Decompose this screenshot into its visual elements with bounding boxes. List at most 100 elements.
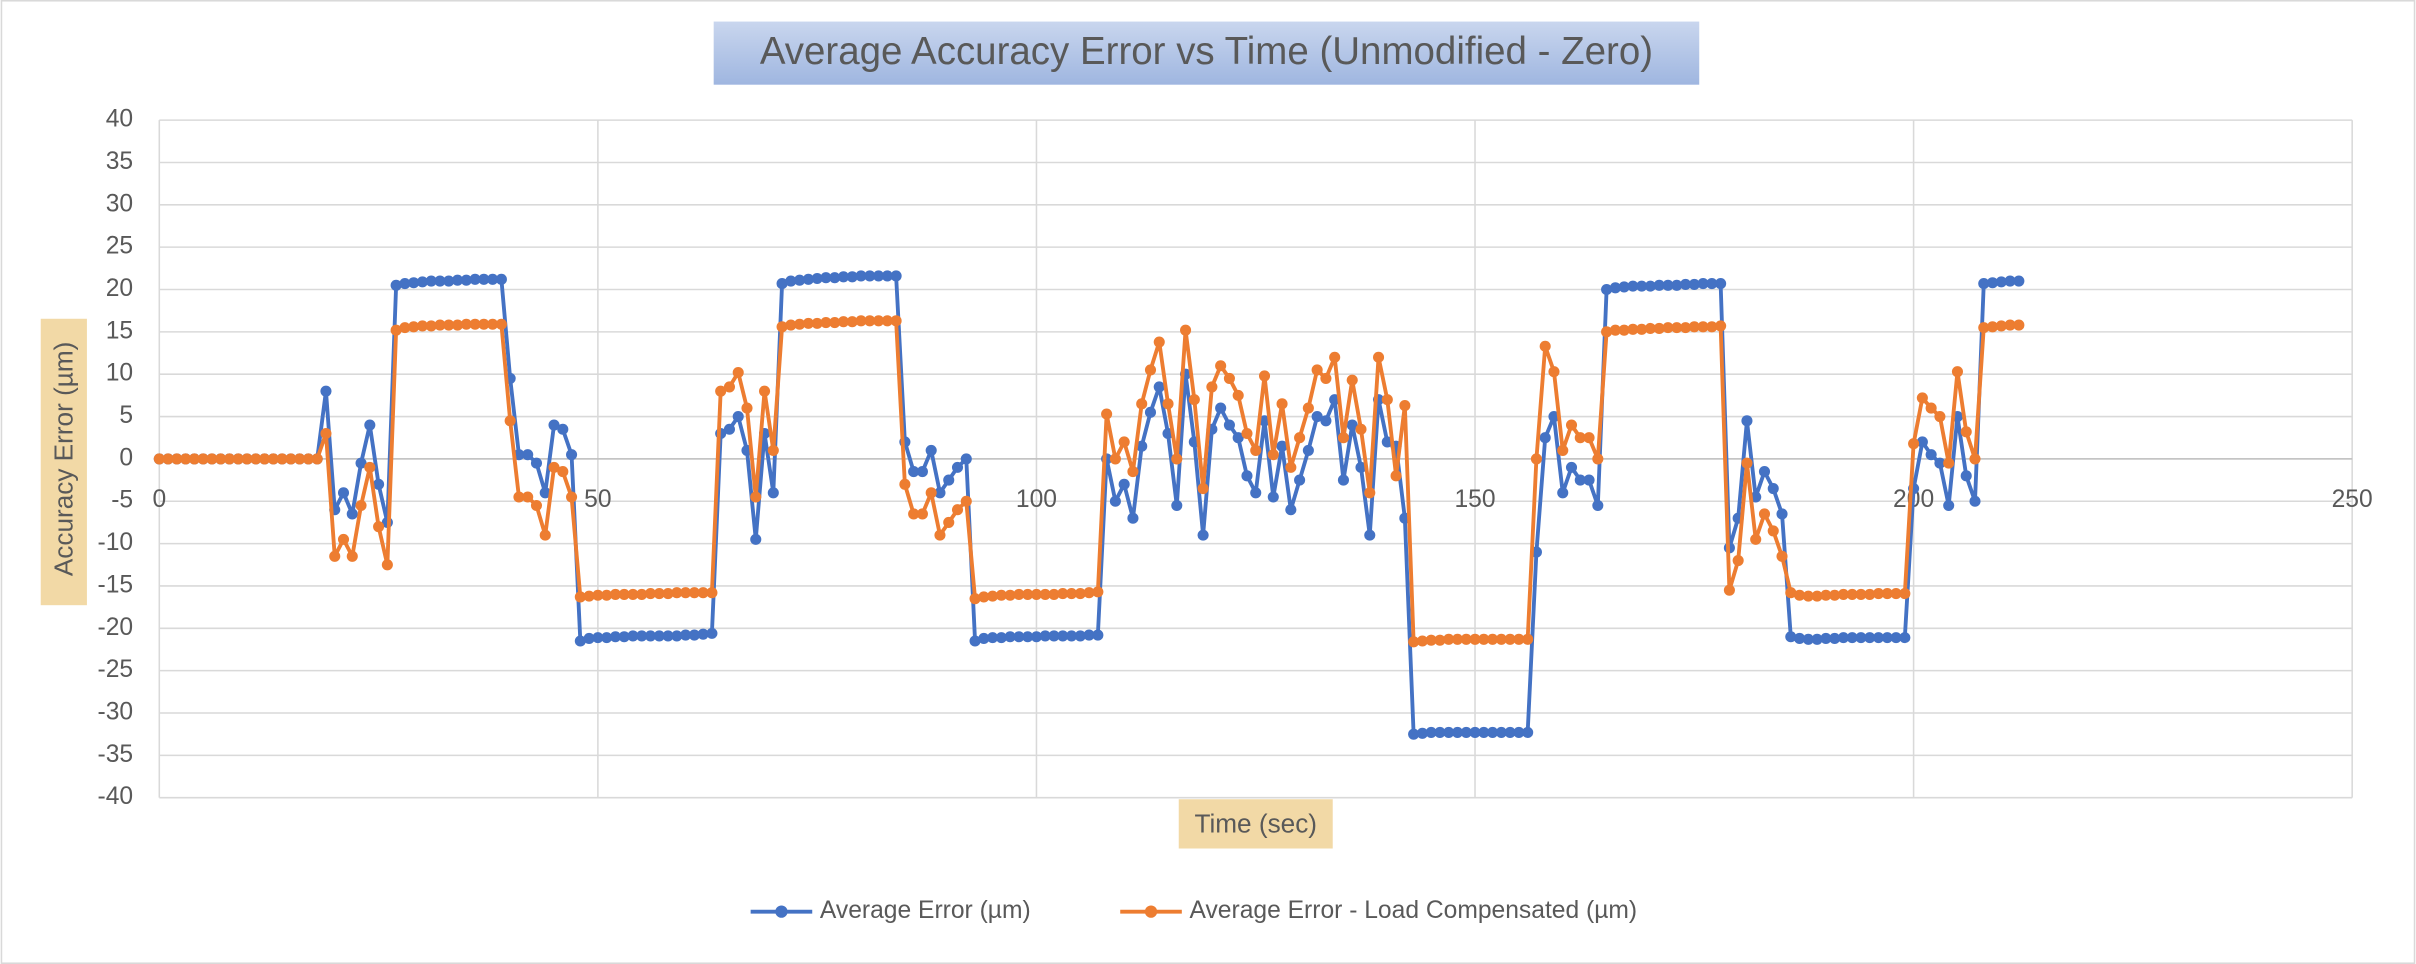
data-point [1118, 436, 1130, 448]
data-point [1846, 588, 1858, 600]
data-point [671, 630, 683, 642]
data-point [1451, 633, 1464, 645]
data-point [1671, 322, 1683, 334]
data-point [1109, 495, 1121, 507]
data-point [1706, 321, 1718, 333]
data-point [2013, 319, 2025, 331]
data-point [1627, 280, 1639, 292]
data-point [1750, 533, 1762, 545]
y-tick-label: 15 [106, 317, 133, 344]
data-point [1767, 483, 1779, 495]
data-point [223, 453, 236, 465]
data-point [732, 411, 744, 423]
data-point [776, 321, 788, 333]
data-point [978, 632, 990, 645]
data-point [1320, 415, 1332, 427]
data-point [311, 453, 323, 465]
data-point [881, 315, 893, 327]
data-point [1127, 512, 1139, 524]
data-point [443, 319, 455, 331]
data-point [1215, 402, 1227, 414]
data-point [1258, 370, 1271, 382]
data-point [1092, 629, 1104, 641]
data-point [1539, 432, 1551, 444]
data-point [1276, 440, 1288, 452]
data-point [1241, 427, 1253, 440]
data-point [750, 491, 762, 503]
data-point [1504, 726, 1516, 739]
data-point [1180, 324, 1192, 336]
data-point [969, 593, 981, 605]
data-point [1679, 278, 1692, 290]
data-point [1250, 444, 1262, 456]
data-point [1811, 633, 1823, 645]
data-point [1706, 278, 1718, 290]
data-point [750, 533, 762, 545]
y-tick-label: 20 [106, 275, 133, 302]
data-point [1302, 444, 1314, 456]
data-point [1522, 726, 1534, 739]
data-point [1039, 630, 1051, 642]
data-point [1574, 474, 1586, 486]
data-point [855, 270, 867, 282]
data-point [1565, 461, 1578, 473]
data-point [1565, 419, 1578, 431]
data-point [1162, 398, 1174, 410]
data-point [1609, 282, 1621, 294]
data-point [1136, 440, 1148, 452]
data-point [864, 270, 876, 282]
data-point [416, 276, 428, 288]
data-point [1872, 632, 1885, 644]
data-point [188, 453, 200, 465]
data-point [943, 474, 955, 486]
data-point [329, 550, 341, 562]
data-point [206, 453, 218, 465]
data-point [513, 491, 525, 503]
y-tick-label: -30 [98, 698, 134, 725]
x-axis-label: Time (sec) [1194, 808, 1317, 838]
legend-label: Average Error - Load Compensated (µm) [1190, 897, 1638, 924]
data-point [232, 453, 244, 465]
data-point [723, 423, 735, 435]
data-point [539, 487, 551, 499]
data-point [1653, 322, 1665, 335]
data-point [811, 272, 823, 285]
data-point [1083, 587, 1095, 599]
data-point [925, 487, 937, 499]
y-tick-label: -25 [98, 656, 134, 683]
data-point [566, 491, 578, 503]
data-point [837, 271, 850, 283]
data-point [916, 508, 928, 520]
data-point [1820, 589, 1832, 601]
data-point [627, 630, 639, 642]
data-point [1688, 278, 1700, 290]
data-point [250, 453, 262, 465]
data-point [916, 466, 928, 478]
data-point [1364, 487, 1376, 499]
data-point [548, 419, 560, 431]
data-point [1206, 381, 1218, 393]
data-point [688, 629, 700, 641]
y-tick-label: 0 [119, 444, 133, 471]
data-point [1864, 588, 1876, 600]
data-point [951, 461, 964, 473]
data-point [1355, 423, 1367, 435]
data-point [1557, 487, 1569, 499]
data-point [1460, 633, 1472, 645]
data-point [1004, 589, 1016, 601]
data-point [1329, 351, 1341, 363]
data-point [460, 318, 472, 330]
data-point [1320, 372, 1332, 384]
data-point [1899, 632, 1911, 644]
data-point [785, 319, 797, 331]
data-point [1153, 336, 1165, 348]
data-point [794, 318, 806, 330]
data-point [1802, 633, 1814, 645]
data-point [1943, 499, 1955, 512]
data-point [794, 274, 806, 286]
data-point [820, 272, 832, 284]
data-point [583, 590, 595, 602]
data-point [320, 385, 332, 397]
data-point [1837, 588, 1849, 600]
data-point [618, 588, 630, 600]
